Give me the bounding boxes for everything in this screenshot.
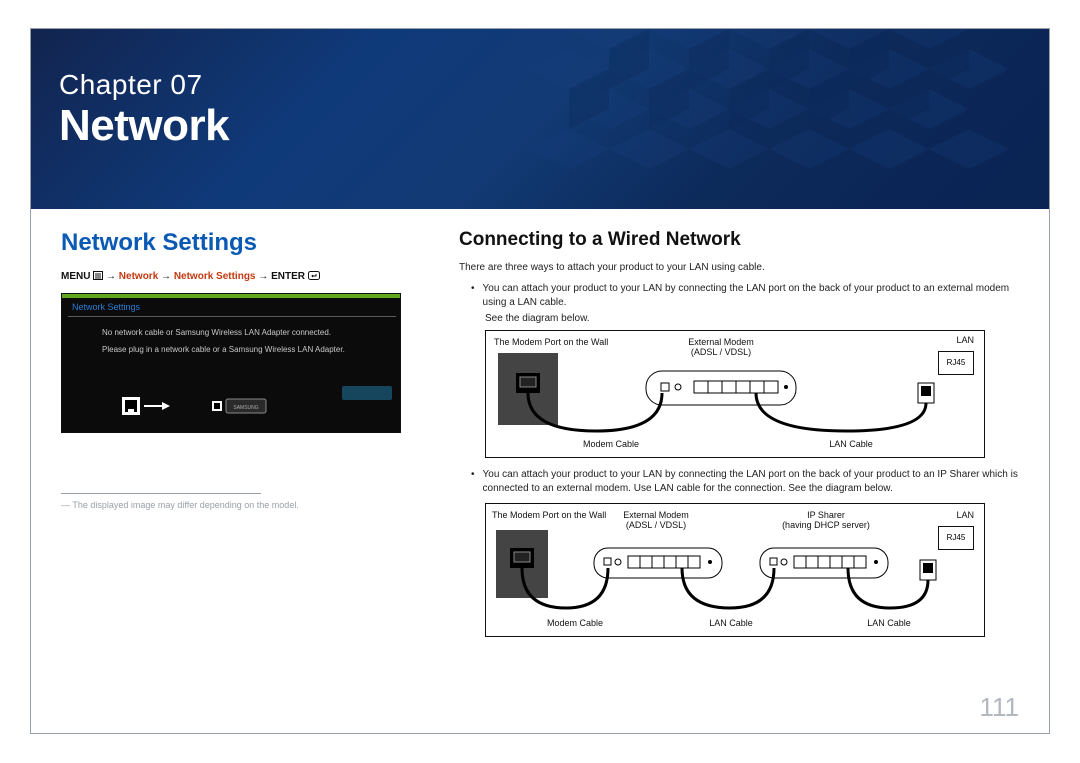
chapter-label: Chapter 07 [59,69,203,101]
manual-page: Chapter 07 Network Network Settings MENU… [30,28,1050,734]
screenshot-msg1: No network cable or Samsung Wireless LAN… [102,328,362,339]
bullet-dot: • [471,282,475,311]
d2-modem-label: External Modem (ADSL / VDSL) [606,510,706,530]
footnote-divider [61,493,261,494]
path-network: Network [119,271,158,282]
footnote-dash: ― [61,500,70,510]
d2-sharer-label: IP Sharer (having DHCP server) [766,510,886,530]
d1-rj45-box: RJ45 [938,351,974,375]
enter-icon [308,271,320,283]
bullet-1: • You can attach your product to your LA… [471,282,1029,311]
menu-label: MENU [61,271,90,282]
bullet-1-text: You can attach your product to your LAN … [483,282,1029,311]
d2-wall-label: The Modem Port on the Wall [492,510,612,520]
diagram-2: The Modem Port on the Wall External Mode… [485,503,985,637]
d1-lan-cable: LAN Cable [806,439,896,449]
d1-modem-label: External Modem (ADSL / VDSL) [666,337,776,357]
bullet-2: • You can attach your product to your LA… [471,468,1029,497]
bullet-2-text: You can attach your product to your LAN … [483,468,1029,497]
diagram-1: The Modem Port on the Wall External Mode… [485,330,985,458]
footnote-text: The displayed image may differ depending… [72,500,298,510]
screenshot-title: Network Settings [72,302,140,312]
screenshot-button [342,386,392,400]
chapter-header: Chapter 07 Network [31,29,1049,209]
path-network-settings: Network Settings [174,271,256,282]
screenshot-msg2: Please plug in a network cable or a Sams… [102,345,362,356]
see-diagram-1: See the diagram below. [485,313,1029,324]
d2-lan-label: LAN [934,510,974,520]
wifi-adapter-icon: SAMSUNG [212,395,282,422]
bullet-dot: • [471,468,475,497]
screenshot-message: No network cable or Samsung Wireless LAN… [102,328,362,356]
arrow: → [161,271,171,282]
svg-text:SAMSUNG: SAMSUNG [233,405,258,411]
d2-modem-cable: Modem Cable [530,618,620,628]
d2-rj45-box: RJ45 [938,526,974,550]
footnote: ― The displayed image may differ dependi… [61,500,441,510]
screenshot-topbar [62,294,400,298]
menu-path: MENU → Network → Network Settings → ENTE… [61,271,441,283]
d1-wall-label: The Modem Port on the Wall [494,337,614,347]
enter-label: ENTER [271,271,305,282]
cube-pattern [529,29,1049,209]
screenshot-divider [68,316,396,317]
d1-lan-label: LAN [934,335,974,345]
left-column: Network Settings MENU → Network → Networ… [61,229,441,510]
section-title: Network Settings [61,229,441,257]
arrow: → [258,271,268,282]
d2-lan-cable-1: LAN Cable [686,618,776,628]
d2-lan-cable-2: LAN Cable [844,618,934,628]
page-number: 111 [979,692,1019,723]
wired-heading: Connecting to a Wired Network [459,229,1029,251]
chapter-title: Network [59,101,229,151]
intro-text: There are three ways to attach your prod… [459,261,1029,276]
d1-modem-cable: Modem Cable [566,439,656,449]
ui-screenshot: Network Settings No network cable or Sam… [61,293,401,433]
right-column: Connecting to a Wired Network There are … [459,229,1029,647]
menu-icon [93,271,103,283]
arrow: → [106,271,116,282]
lan-port-icon [122,395,182,422]
